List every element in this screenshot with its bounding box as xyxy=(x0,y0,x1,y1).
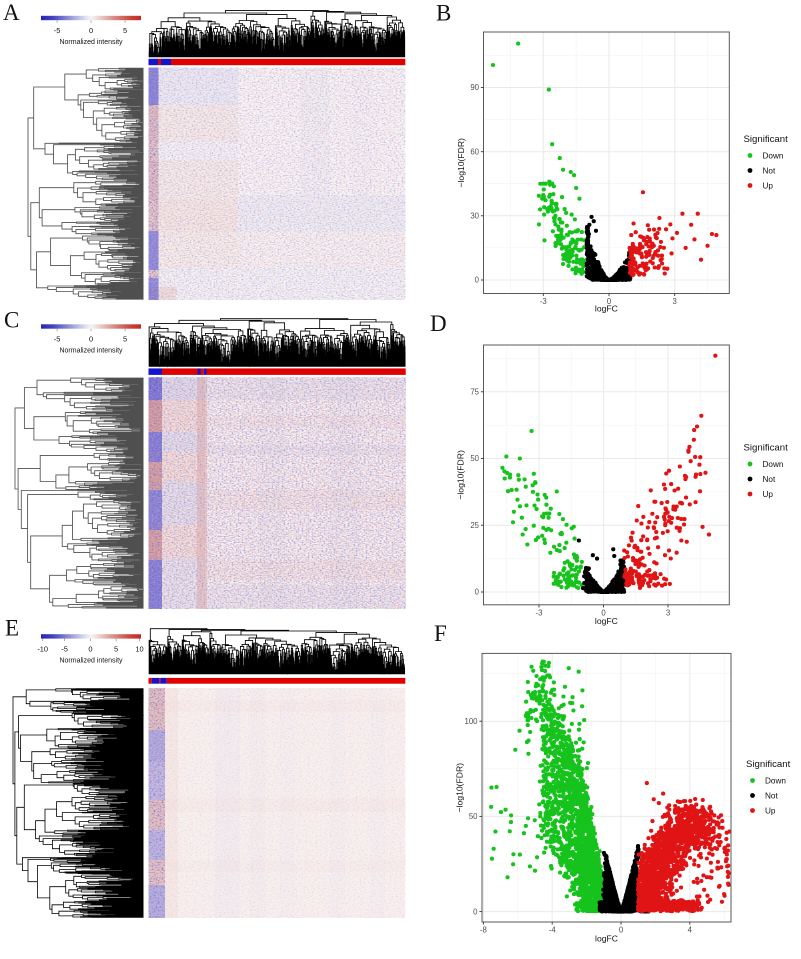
svg-text:0: 0 xyxy=(601,608,606,617)
svg-text:0: 0 xyxy=(473,907,478,916)
svg-text:-3: -3 xyxy=(540,297,547,306)
svg-text:0: 0 xyxy=(619,926,624,935)
svg-text:-5: -5 xyxy=(54,26,61,35)
svg-text:4: 4 xyxy=(688,926,693,935)
svg-text:Up: Up xyxy=(763,181,774,190)
svg-text:E: E xyxy=(5,616,19,641)
svg-text:0: 0 xyxy=(475,276,480,285)
svg-text:0: 0 xyxy=(607,297,612,306)
svg-text:-4: -4 xyxy=(549,926,557,935)
svg-text:Down: Down xyxy=(763,460,784,469)
svg-text:Normalized intensity: Normalized intensity xyxy=(59,348,123,355)
svg-text:50: 50 xyxy=(470,454,479,463)
svg-text:logFC: logFC xyxy=(595,616,618,626)
svg-text:5: 5 xyxy=(123,26,127,35)
svg-text:90: 90 xyxy=(470,83,479,92)
svg-text:3: 3 xyxy=(666,608,670,617)
svg-text:F: F xyxy=(434,621,447,646)
svg-text:25: 25 xyxy=(470,521,479,530)
svg-text:-3: -3 xyxy=(536,608,543,617)
svg-text:−log10(FDR): −log10(FDR) xyxy=(456,138,466,188)
svg-text:Up: Up xyxy=(763,490,774,499)
svg-text:Significant: Significant xyxy=(746,759,791,770)
svg-text:5: 5 xyxy=(114,645,118,654)
svg-text:A: A xyxy=(3,0,20,25)
svg-text:0: 0 xyxy=(89,26,93,35)
svg-text:5: 5 xyxy=(123,335,127,344)
svg-text:-10: -10 xyxy=(37,645,48,654)
svg-text:Down: Down xyxy=(763,151,784,160)
svg-text:logFC: logFC xyxy=(595,304,618,314)
svg-text:D: D xyxy=(430,311,447,336)
svg-text:3: 3 xyxy=(673,297,677,306)
svg-text:Down: Down xyxy=(765,776,786,785)
svg-text:10: 10 xyxy=(135,645,143,654)
svg-text:30: 30 xyxy=(470,212,479,221)
svg-text:0: 0 xyxy=(475,588,480,597)
svg-text:Significant: Significant xyxy=(744,134,789,145)
svg-text:Significant: Significant xyxy=(744,443,789,454)
svg-text:0: 0 xyxy=(88,645,92,654)
svg-text:50: 50 xyxy=(469,812,478,821)
svg-text:0: 0 xyxy=(89,335,93,344)
svg-text:-5: -5 xyxy=(54,335,61,344)
svg-text:60: 60 xyxy=(470,147,479,156)
svg-text:Normalized intensity: Normalized intensity xyxy=(59,658,123,665)
svg-text:logFC: logFC xyxy=(595,934,618,944)
svg-text:-8: -8 xyxy=(480,926,487,935)
svg-text:Normalized intensity: Normalized intensity xyxy=(59,39,123,46)
svg-text:-5: -5 xyxy=(61,645,68,654)
svg-text:−log10(FDR): −log10(FDR) xyxy=(456,450,466,500)
svg-text:B: B xyxy=(436,1,451,26)
svg-text:C: C xyxy=(4,308,19,333)
svg-text:Not: Not xyxy=(765,791,778,800)
svg-text:Not: Not xyxy=(763,475,776,484)
svg-text:Not: Not xyxy=(763,166,776,175)
svg-text:100: 100 xyxy=(464,717,478,726)
svg-text:−log10(FDR): −log10(FDR) xyxy=(455,763,465,813)
svg-text:Up: Up xyxy=(765,806,776,815)
svg-text:75: 75 xyxy=(470,387,479,396)
